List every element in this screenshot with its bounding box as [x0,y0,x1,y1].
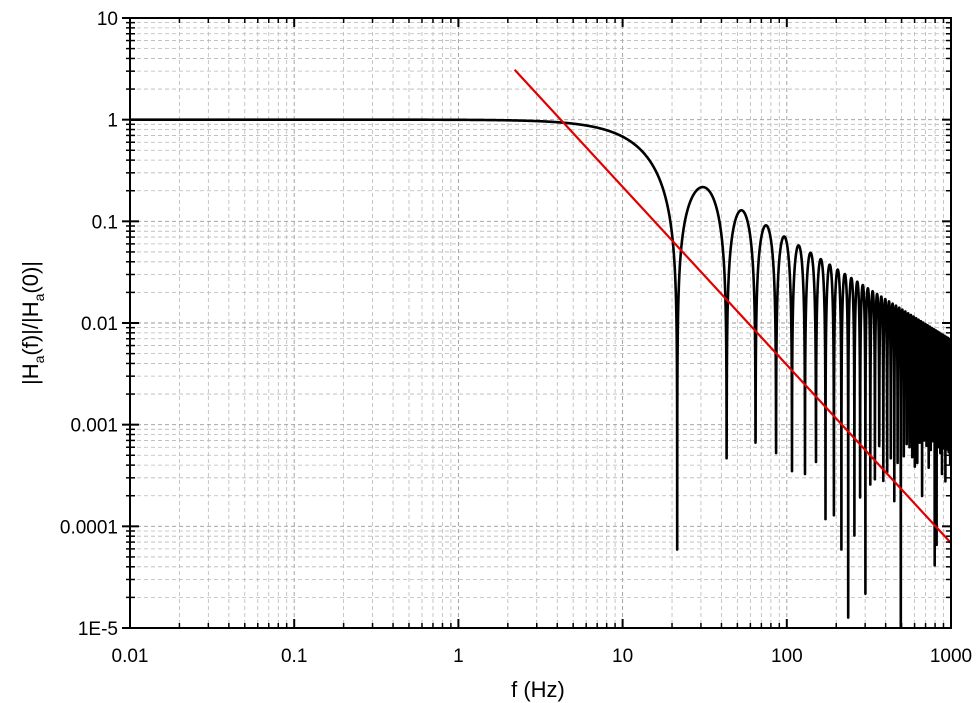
y-axis-title: |Ha(f)|/|Ha(0)| [18,261,47,385]
x-tick-label: 0.01 [112,646,149,667]
y-axis-title-subscript-2: a [31,293,47,301]
x-axis-title: f (Hz) [511,677,565,702]
axis-ticks [122,17,952,629]
y-axis-title-part-2: (f)|/|H [18,301,43,355]
y-axis-title-subscript-1: a [31,355,47,363]
series-sinc-response [130,118,951,628]
y-tick-label: 10 [97,9,118,30]
series-envelope [513,68,951,544]
y-tick-label: 0.001 [70,416,118,437]
y-tick-label: 0.0001 [60,517,118,538]
x-tick-label: 100 [771,646,803,667]
y-tick-label: 0.1 [92,212,118,233]
plot-area [130,68,951,628]
x-tick-label: 10 [612,646,633,667]
x-tick-label: 1 [453,646,464,667]
y-axis-title-part-1: |H [18,363,43,385]
y-tick-label: 0.01 [81,314,118,335]
x-tick-label: 0.1 [281,646,307,667]
y-axis-title-part-3: (0)| [18,261,43,294]
grid [130,18,951,628]
plot-frame [129,17,952,629]
y-tick-label: 1E-5 [78,619,118,640]
y-tick-label: 1 [107,111,118,132]
x-tick-label: 1000 [930,646,972,667]
tick-labels: 0.01 0.1 1 10 100 1000 1E-5 0.0001 0.001 0.01 0.1 1… [60,9,972,667]
